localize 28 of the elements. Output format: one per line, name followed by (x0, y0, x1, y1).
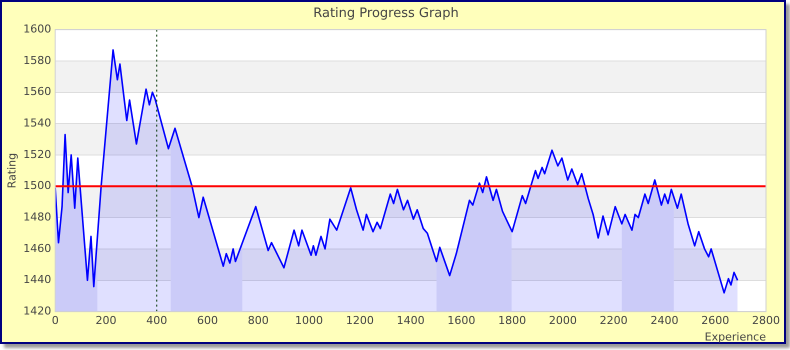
x-tick-label: 2600 (701, 314, 730, 328)
y-tick-label: 1580 (23, 54, 52, 67)
y-tick-label: 1420 (23, 304, 52, 318)
x-tick-label: 2200 (600, 314, 628, 328)
y-tick-label: 1560 (23, 85, 52, 98)
x-tick-label: 200 (95, 314, 116, 328)
x-tick-label: 1400 (396, 314, 425, 328)
y-tick-label: 1440 (23, 273, 52, 286)
y-tick-label: 1500 (23, 179, 52, 192)
x-tick-label: 2400 (650, 314, 678, 328)
x-tick-label: 400 (146, 314, 168, 328)
x-tick-label: 2000 (548, 314, 577, 328)
x-axis-title: Experience (704, 330, 766, 344)
x-tick-label: 1000 (295, 314, 324, 328)
y-tick-label: 1520 (23, 148, 52, 161)
x-tick-label: 0 (52, 314, 59, 328)
chart-title: Rating Progress Graph (313, 6, 459, 22)
x-tick-label: 1800 (498, 314, 526, 328)
x-tick-label: 1200 (346, 314, 374, 328)
y-tick-label: 1600 (23, 22, 52, 36)
y-tick-label: 1460 (23, 242, 52, 255)
y-tick-label: 1540 (23, 116, 52, 130)
y-axis-title: Rating (5, 152, 18, 188)
x-tick-label: 1600 (447, 314, 476, 328)
x-tick-label: 800 (248, 314, 269, 328)
x-tick-label: 600 (197, 314, 218, 328)
y-tick-label: 1480 (23, 210, 52, 224)
x-tick-label: 2800 (752, 314, 780, 328)
